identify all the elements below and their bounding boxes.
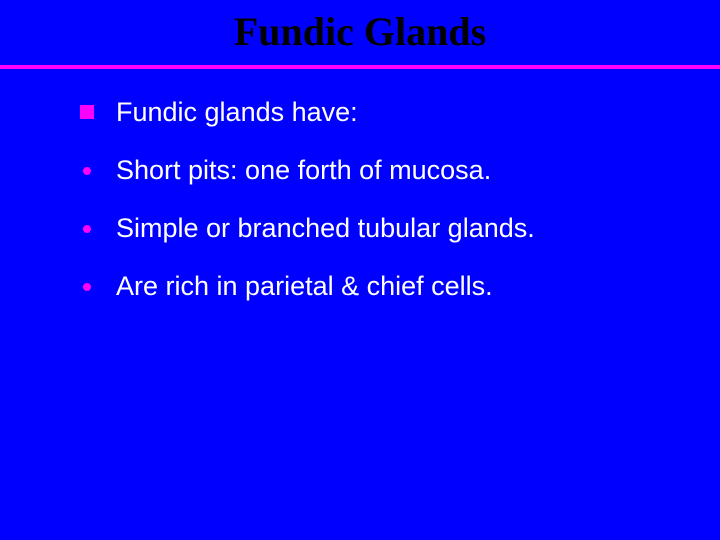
slide-content: Fundic glands have: Short pits: one forth… (0, 97, 720, 302)
bullet-text: Fundic glands have: (116, 97, 680, 128)
bullet-dot-icon (83, 167, 91, 175)
title-divider (0, 65, 720, 69)
bullet-row: Are rich in parietal & chief cells. (80, 271, 680, 302)
slide: Fundic Glands Fundic glands have: Short p… (0, 0, 720, 540)
bullet-text: Are rich in parietal & chief cells. (116, 271, 680, 302)
bullet-row: Fundic glands have: (80, 97, 680, 128)
bullet-square-icon (80, 105, 94, 119)
bullet-row: Short pits: one forth of mucosa. (80, 155, 680, 186)
bullet-text: Simple or branched tubular glands. (116, 213, 680, 244)
bullet-text: Short pits: one forth of mucosa. (116, 155, 680, 186)
bullet-row: Simple or branched tubular glands. (80, 213, 680, 244)
slide-title: Fundic Glands (0, 0, 720, 65)
bullet-dot-icon (83, 283, 91, 291)
bullet-dot-icon (83, 225, 91, 233)
